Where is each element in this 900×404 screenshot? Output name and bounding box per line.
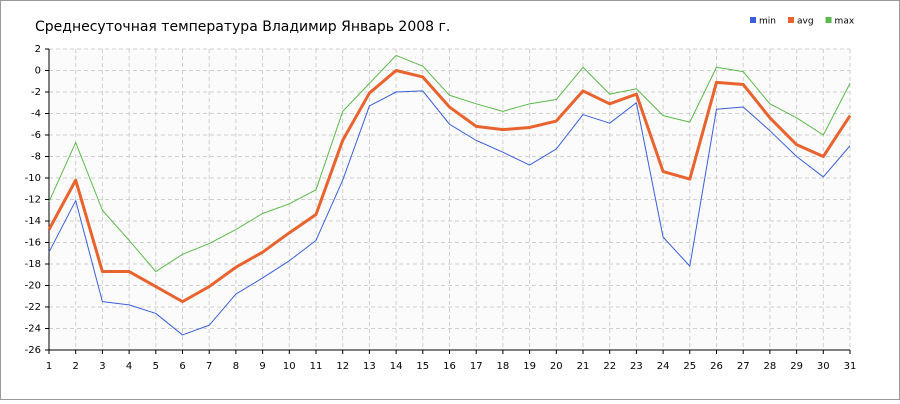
x-tick-label: 3 [99, 361, 105, 372]
x-tick-label: 23 [630, 361, 643, 372]
x-tick-label: 27 [737, 361, 750, 372]
y-tick-label: -4 [31, 109, 41, 120]
x-tick-label: 9 [259, 361, 265, 372]
x-tick-label: 10 [283, 361, 296, 372]
x-tick-label: 19 [523, 361, 536, 372]
x-tick-label: 6 [179, 361, 185, 372]
x-tick-label: 2 [73, 361, 79, 372]
x-tick-label: 30 [817, 361, 830, 372]
y-tick-label: -22 [25, 302, 41, 313]
series-line [47, 69, 852, 304]
x-tick-label: 28 [764, 361, 777, 372]
x-tick-label: 29 [790, 361, 803, 372]
legend-label: avg [797, 17, 814, 27]
y-tick-label: -20 [25, 281, 41, 292]
y-tick-label: -16 [25, 238, 41, 249]
y-tick-label: -26 [25, 345, 41, 356]
y-tick-label: -24 [25, 324, 41, 335]
series-line [48, 54, 851, 273]
y-tick-label: 0 [35, 66, 41, 77]
x-tick-label: 8 [233, 361, 239, 372]
y-tick-label: -12 [25, 195, 41, 206]
x-tick-label: 7 [206, 361, 212, 372]
legend-label: min [759, 17, 776, 27]
x-tick-label: 17 [470, 361, 483, 372]
x-tick-label: 12 [336, 361, 349, 372]
y-tick-label: 2 [35, 44, 41, 55]
x-tick-label: 25 [683, 361, 696, 372]
series-line [48, 90, 851, 336]
legend-swatch [787, 17, 794, 23]
x-tick-label: 16 [443, 361, 456, 372]
x-tick-label: 1 [46, 361, 52, 372]
x-tick-label: 26 [710, 361, 723, 372]
y-tick-label: -2 [31, 87, 41, 98]
legend-swatch [825, 17, 832, 23]
y-tick-label: -18 [25, 259, 41, 270]
y-tick-label: -10 [25, 173, 41, 184]
x-tick-label: 15 [416, 361, 429, 372]
x-tick-label: 18 [497, 361, 510, 372]
x-tick-label: 4 [126, 361, 132, 372]
y-tick-label: -6 [31, 130, 41, 141]
x-tick-label: 31 [844, 361, 857, 372]
legend-label: max [835, 17, 855, 27]
x-tick-label: 14 [390, 361, 403, 372]
x-tick-label: 20 [550, 361, 563, 372]
chart-title: Среднесуточная температура Владимир Янва… [35, 19, 450, 35]
x-tick-label: 24 [657, 361, 670, 372]
y-tick-label: -8 [31, 152, 41, 163]
y-tick-label: -14 [25, 216, 41, 227]
x-tick-label: 13 [363, 361, 376, 372]
x-tick-label: 21 [577, 361, 590, 372]
x-tick-label: 22 [603, 361, 616, 372]
x-tick-label: 5 [153, 361, 159, 372]
legend-swatch [750, 17, 756, 23]
x-tick-label: 11 [310, 361, 323, 372]
